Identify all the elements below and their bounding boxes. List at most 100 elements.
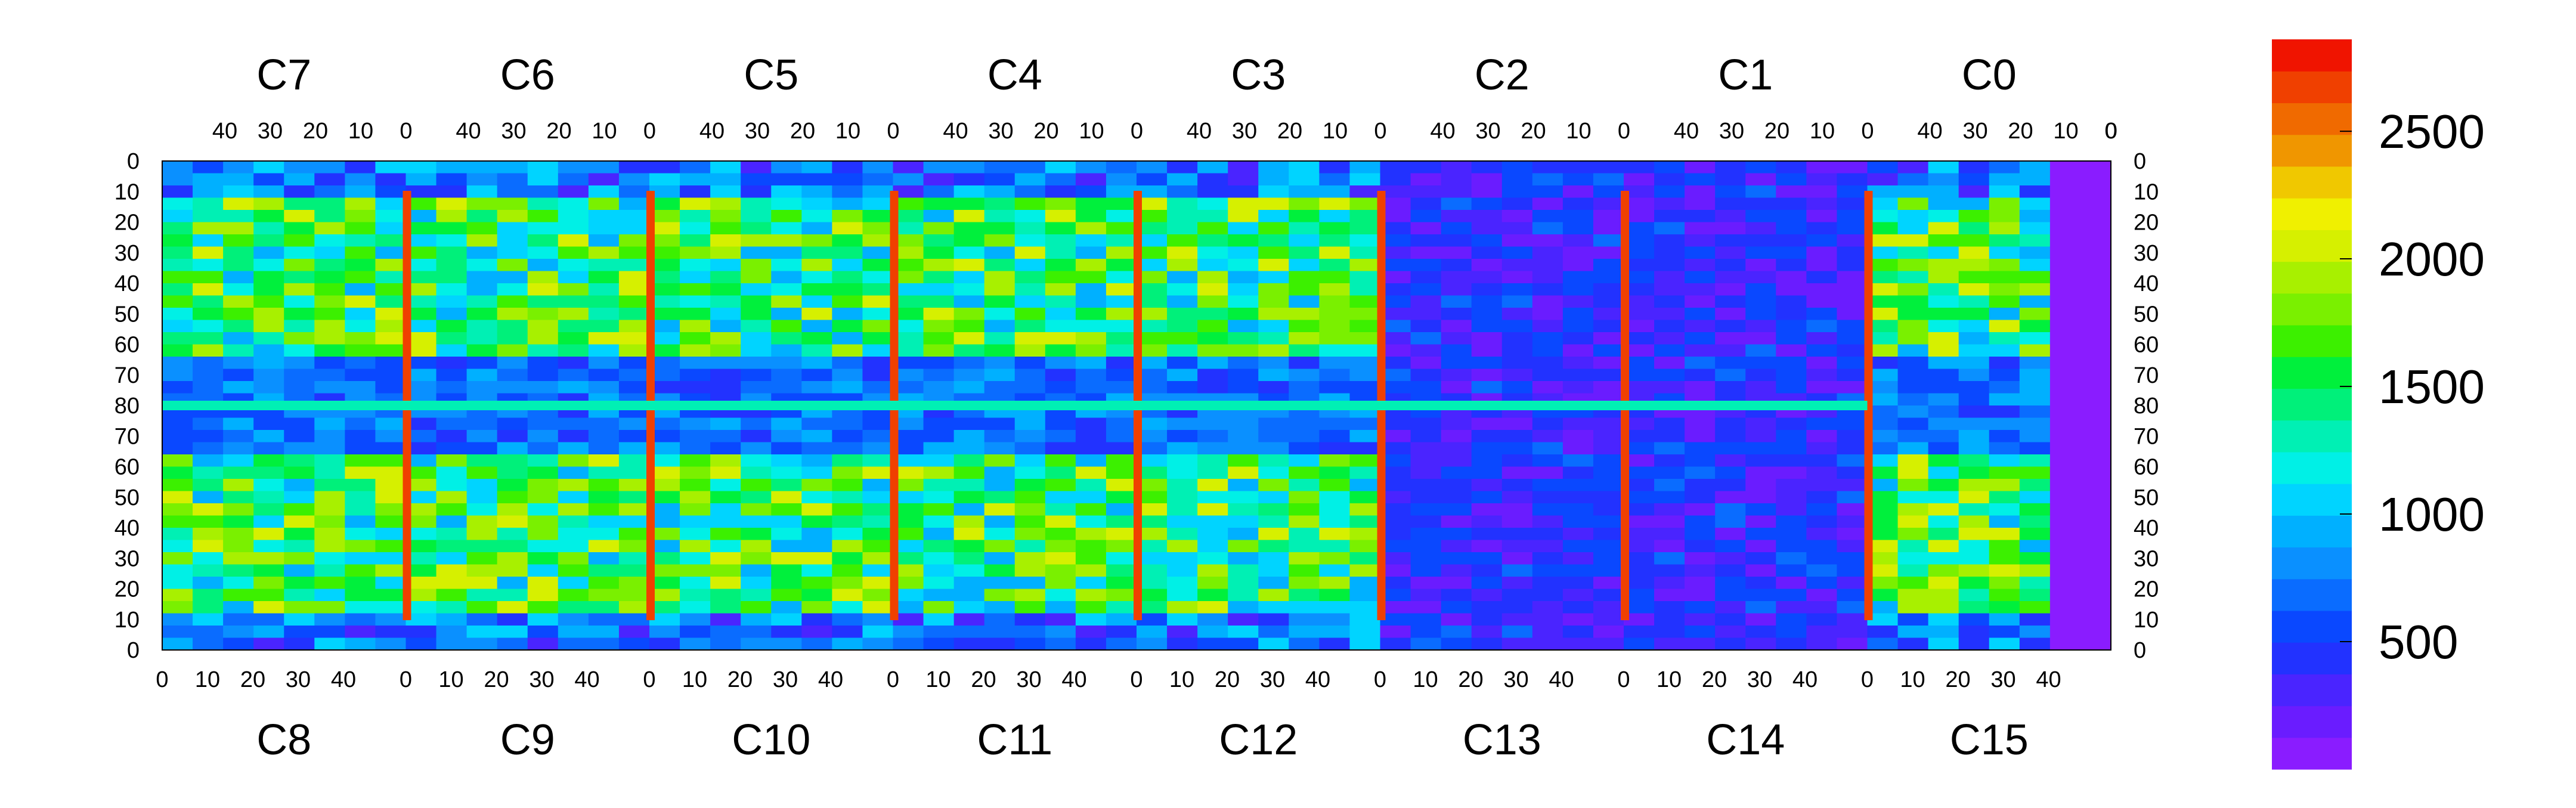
heatmap-cell <box>1197 161 1228 174</box>
heatmap-cell <box>741 283 772 296</box>
heatmap-cell <box>953 442 985 455</box>
heatmap-cell <box>832 540 863 553</box>
heatmap-cell <box>1410 283 1442 296</box>
heatmap-cell <box>284 332 315 345</box>
heatmap-cell <box>223 503 254 516</box>
heatmap-cell <box>162 577 193 590</box>
heatmap-cell <box>1745 503 1776 516</box>
heatmap-cell <box>1501 528 1533 541</box>
heatmap-cell <box>527 246 559 259</box>
heatmap-cell <box>1258 197 1289 210</box>
heatmap-cell <box>375 357 407 370</box>
heatmap-cell <box>649 197 680 210</box>
heatmap-cell <box>405 577 437 590</box>
heatmap-cell <box>710 246 741 259</box>
heatmap-cell <box>1593 479 1624 492</box>
heatmap-cell <box>1593 344 1624 357</box>
heatmap-cell <box>2049 515 2081 528</box>
heatmap-cell <box>832 479 863 492</box>
heatmap-cell <box>1014 626 1046 639</box>
heatmap-cell <box>1958 197 1990 210</box>
heatmap-cell <box>1624 479 1655 492</box>
heatmap-cell <box>1075 344 1107 357</box>
heatmap-cell <box>1562 613 1594 626</box>
heatmap-cell <box>162 479 193 492</box>
heatmap-cell <box>1014 577 1046 590</box>
heatmap-cell <box>1137 577 1168 590</box>
heatmap-cell <box>1471 442 1503 455</box>
heatmap-cell <box>253 479 284 492</box>
heatmap-cell <box>1075 503 1107 516</box>
heatmap-cell <box>405 589 437 602</box>
heatmap-cell <box>1167 197 1198 210</box>
heatmap-cell <box>1289 283 1320 296</box>
heatmap-cell <box>1167 589 1198 602</box>
heatmap-cell <box>405 601 437 614</box>
heatmap-cell <box>223 295 254 308</box>
heatmap-cell <box>1867 357 1899 370</box>
heatmap-cell <box>649 466 680 479</box>
heatmap-cell <box>1897 283 1929 296</box>
heatmap-cell <box>1319 430 1351 443</box>
heatmap-cell <box>1045 271 1076 284</box>
heatmap-cell <box>710 528 741 541</box>
heatmap-cell <box>1441 173 1472 186</box>
heatmap-cell <box>953 197 985 210</box>
heatmap-cell <box>1228 210 1259 223</box>
heatmap-cell <box>1014 185 1046 199</box>
colorbar-segment <box>2272 674 2352 707</box>
heatmap-cell <box>801 491 832 504</box>
bottom-x-tick-label: 20 <box>727 667 753 692</box>
heatmap-cell <box>1228 466 1259 479</box>
heatmap-cell <box>1593 540 1624 553</box>
bottom-x-tick-label: 0 <box>1374 667 1386 692</box>
heatmap-cell <box>1989 417 2020 431</box>
heatmap-cell <box>1867 491 1899 504</box>
bottom-x-tick-label: 40 <box>1305 667 1330 692</box>
heatmap-cell <box>1380 295 1411 308</box>
heatmap-cell <box>1197 503 1228 516</box>
heatmap-cell <box>1319 332 1351 345</box>
heatmap-cell <box>1562 577 1594 590</box>
heatmap-cell <box>466 589 498 602</box>
heatmap-cell <box>1776 222 1807 235</box>
heatmap-cell <box>862 271 894 284</box>
heatmap-cell <box>1014 246 1046 259</box>
heatmap-cell <box>1867 393 1899 406</box>
heatmap-cell <box>1075 320 1107 333</box>
heatmap-cell <box>1045 185 1076 199</box>
heatmap-cell <box>801 246 832 259</box>
heatmap-cell <box>1167 246 1198 259</box>
heatmap-cell <box>436 601 467 614</box>
heatmap-cell <box>436 234 467 247</box>
heatmap-cell <box>953 479 985 492</box>
colorbar-tick-label: 500 <box>2379 615 2458 668</box>
heatmap-cell <box>710 515 741 528</box>
heatmap-cell <box>741 637 772 651</box>
heatmap-cell <box>862 515 894 528</box>
heatmap-cell <box>771 442 802 455</box>
heatmap-cell <box>1137 332 1168 345</box>
heatmap-cell <box>1410 601 1442 614</box>
heatmap-cell <box>1137 528 1168 541</box>
heatmap-cell <box>710 161 741 174</box>
heatmap-cell <box>1289 540 1320 553</box>
heatmap-cell <box>1258 503 1289 516</box>
heatmap-cell <box>1258 357 1289 370</box>
heatmap-cell <box>1837 417 1868 431</box>
heatmap-cell <box>953 515 985 528</box>
heatmap-cell <box>1349 357 1381 370</box>
heatmap-cell <box>1897 430 1929 443</box>
heatmap-cell <box>1928 577 1959 590</box>
heatmap-cell <box>1319 613 1351 626</box>
heatmap-cell <box>1289 381 1320 394</box>
heatmap-cell <box>1410 417 1442 431</box>
heatmap-cell <box>436 466 467 479</box>
heatmap-cell <box>405 454 437 468</box>
heatmap-cell <box>588 552 620 565</box>
heatmap-cell <box>1806 344 1838 357</box>
heatmap-cell <box>893 234 924 247</box>
heatmap-cell <box>1654 552 1685 565</box>
heatmap-cell <box>1685 369 1716 382</box>
heatmap-cell <box>162 320 193 333</box>
